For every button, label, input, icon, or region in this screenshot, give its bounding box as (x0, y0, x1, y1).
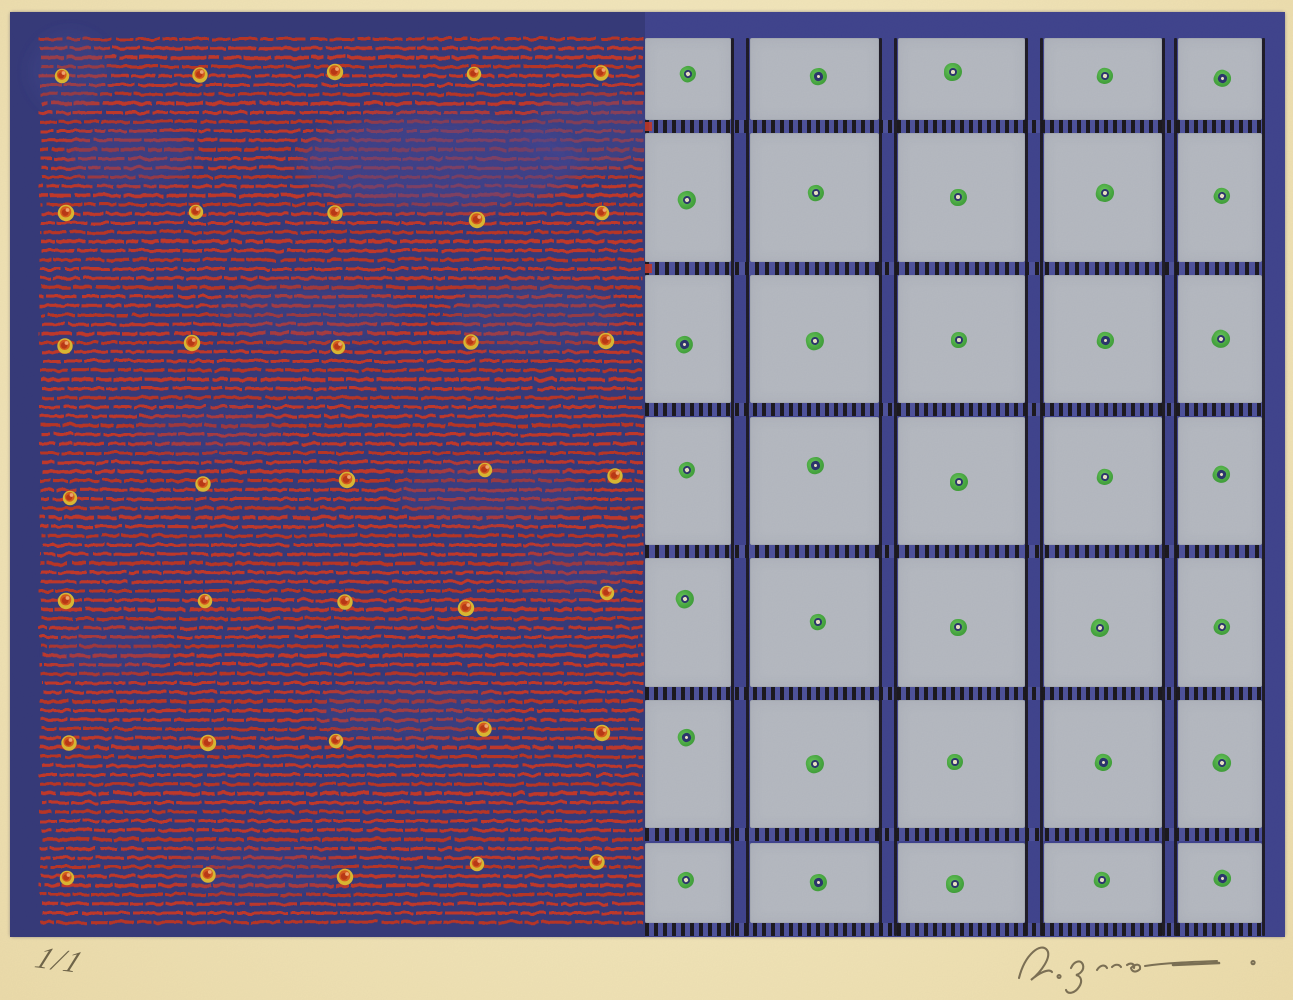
red-stripe-stub (645, 122, 652, 131)
orange-dot (199, 734, 217, 752)
orange-dot (594, 205, 610, 221)
orange-dot (338, 471, 356, 489)
orange-dot (593, 724, 611, 742)
green-dot-core (1218, 471, 1224, 477)
green-dot (949, 188, 967, 206)
divider-line (1174, 38, 1177, 936)
green-dot-core (1102, 337, 1108, 343)
grid-square (750, 417, 879, 545)
orange-dot (326, 63, 344, 81)
orange-dot (469, 856, 485, 872)
tick-band (645, 687, 1263, 700)
orange-dot (188, 204, 204, 220)
green-dot-core (1219, 875, 1225, 881)
tick-band (645, 923, 1263, 936)
orange-dot (468, 211, 486, 229)
orange-dot (466, 66, 482, 82)
tick-band (645, 545, 1263, 558)
orange-dot (57, 592, 75, 610)
orange-dot (457, 599, 475, 617)
tick-band (645, 828, 1263, 841)
orange-dot (192, 67, 208, 83)
divider-line (894, 38, 897, 936)
signature-stroke (1017, 946, 1256, 994)
artwork-print (10, 12, 1285, 937)
striped-red-field (10, 12, 645, 937)
orange-dot (197, 593, 213, 609)
green-dot-core (815, 73, 821, 79)
green-dot (949, 618, 967, 636)
orange-dot (183, 334, 201, 352)
orange-dot (54, 68, 70, 84)
green-dot-core (681, 341, 687, 347)
orange-dot (597, 332, 615, 350)
divider-line (1040, 38, 1043, 936)
orange-dot (57, 204, 75, 222)
green-dot-core (683, 734, 689, 740)
orange-dot (61, 735, 77, 751)
grid-panel (645, 12, 1285, 937)
orange-dot (330, 339, 346, 355)
orange-dot (593, 65, 609, 81)
divider-line (879, 38, 882, 936)
green-dot-core (812, 462, 818, 468)
edition-label: 1/1 (30, 941, 91, 980)
orange-dot (476, 721, 492, 737)
orange-dot (589, 854, 605, 870)
orange-dot (327, 205, 343, 221)
tick-band (645, 403, 1263, 416)
orange-dot (599, 585, 615, 601)
green-dot-core (957, 338, 961, 342)
orange-dot (328, 733, 344, 749)
orange-dot (477, 462, 493, 478)
grid-square (645, 417, 731, 545)
orange-dot (195, 476, 211, 492)
green-dot-core (957, 480, 961, 484)
green-dot-core (1100, 759, 1106, 765)
orange-dot (57, 338, 73, 354)
green-dot-core (1219, 75, 1225, 81)
grid-square (645, 558, 731, 687)
tick-band (645, 120, 1263, 133)
orange-dot (59, 870, 75, 886)
orange-dot (336, 868, 354, 886)
red-stripe-stub (645, 264, 652, 273)
green-dot-core (953, 882, 957, 886)
grid-square (898, 38, 1025, 120)
divider-line (1025, 38, 1028, 936)
divider-line (1262, 38, 1265, 936)
divider-line (746, 38, 749, 936)
orange-dot (62, 490, 78, 506)
green-dot-core (815, 879, 821, 885)
tick-band (645, 262, 1263, 275)
divider-line (1162, 38, 1165, 936)
orange-dot (337, 594, 353, 610)
divider-line (731, 38, 734, 936)
orange-dot (463, 334, 479, 350)
green-dot-core (951, 70, 955, 74)
grid-square (645, 700, 731, 828)
orange-dot (607, 468, 623, 484)
artist-signature (1017, 946, 1256, 994)
orange-dot (200, 867, 216, 883)
green-dot-core (953, 760, 957, 764)
